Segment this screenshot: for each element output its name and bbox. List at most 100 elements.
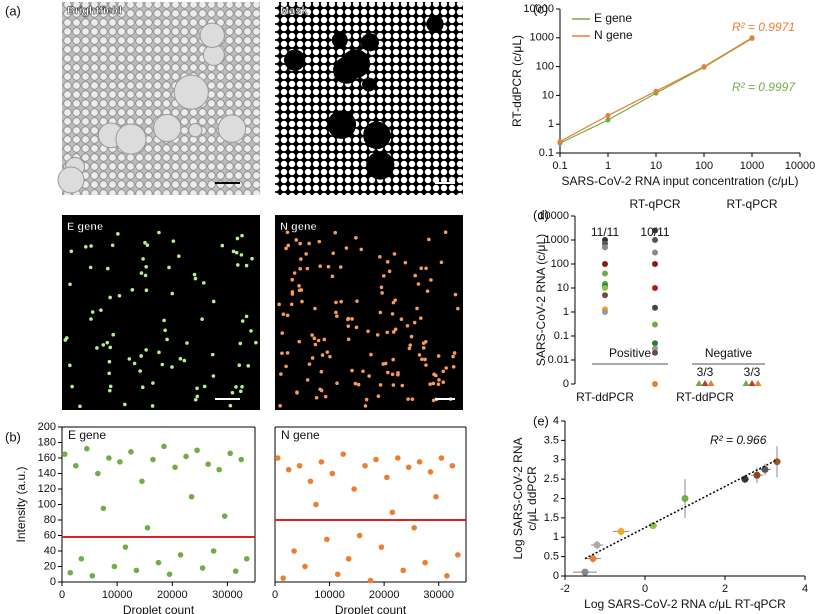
point xyxy=(205,461,211,468)
point xyxy=(749,35,755,41)
point xyxy=(761,465,769,473)
y-tick-label: 60 xyxy=(44,529,56,541)
droplet xyxy=(391,300,396,305)
droplet xyxy=(381,362,386,366)
y-tick-label: 3 xyxy=(553,454,559,466)
droplet xyxy=(391,383,396,387)
droplet xyxy=(310,333,314,337)
droplet xyxy=(236,263,240,267)
y-tick-label: 2.5 xyxy=(544,473,559,485)
point xyxy=(707,380,715,386)
droplet xyxy=(95,346,99,350)
droplet xyxy=(390,312,395,316)
fraction-label: 3/3 xyxy=(697,365,714,379)
droplet xyxy=(165,337,169,342)
droplet xyxy=(101,343,106,347)
droplet xyxy=(235,236,240,241)
droplet xyxy=(335,381,339,385)
droplet xyxy=(65,336,69,340)
droplet xyxy=(210,352,215,357)
droplet xyxy=(307,241,311,246)
point xyxy=(345,555,352,562)
droplet xyxy=(363,121,391,150)
droplet xyxy=(425,289,430,293)
droplet xyxy=(151,381,155,385)
point xyxy=(166,571,173,578)
point xyxy=(100,505,107,512)
y-tick-label: 10 xyxy=(557,282,569,294)
droplet xyxy=(105,266,110,271)
droplet xyxy=(409,334,414,339)
droplet xyxy=(387,269,392,274)
droplet xyxy=(415,306,419,311)
droplet xyxy=(132,361,137,366)
point xyxy=(84,445,90,452)
droplet xyxy=(144,348,148,352)
y-tick-label: 0.1 xyxy=(554,330,569,342)
droplet xyxy=(182,358,187,363)
point xyxy=(318,459,325,465)
droplet xyxy=(380,291,384,295)
y-axis-label: RT-ddPCR (c/μL) xyxy=(510,35,524,127)
point xyxy=(701,380,709,386)
droplet xyxy=(353,381,358,386)
droplet xyxy=(110,243,115,248)
droplet xyxy=(317,239,322,244)
x-tick-label: 0.1 xyxy=(552,160,567,172)
droplet xyxy=(310,356,315,360)
y-tick-label: 180 xyxy=(38,436,56,448)
droplet xyxy=(107,359,112,364)
droplet xyxy=(431,381,436,386)
droplet xyxy=(431,398,436,403)
droplet xyxy=(284,246,288,251)
droplet xyxy=(421,346,426,350)
droplet xyxy=(378,310,383,315)
droplet xyxy=(192,272,197,277)
fraction-label: 11/11 xyxy=(591,225,620,239)
droplet xyxy=(364,397,369,402)
y-tick-label: 100 xyxy=(551,258,569,270)
point xyxy=(438,455,445,461)
droplet xyxy=(439,260,444,265)
droplet xyxy=(444,366,448,370)
y-tick-label: 40 xyxy=(44,545,56,557)
droplet xyxy=(143,273,148,278)
point xyxy=(106,455,112,461)
x-tick-label: 10000 xyxy=(785,160,816,172)
droplet xyxy=(250,256,254,261)
point xyxy=(652,261,658,267)
droplet xyxy=(412,320,417,325)
droplet xyxy=(88,265,93,270)
droplet xyxy=(366,151,395,180)
droplet xyxy=(290,277,295,282)
y-axis-label: Intensity (a.u.) xyxy=(14,466,28,542)
y-tick-label: 1000 xyxy=(545,234,569,246)
droplet xyxy=(391,357,395,362)
point xyxy=(356,532,363,539)
droplet xyxy=(307,362,312,366)
droplet xyxy=(140,385,145,390)
droplet xyxy=(436,354,441,358)
droplet xyxy=(295,391,299,395)
x-tick-label: 100 xyxy=(695,160,713,172)
droplet xyxy=(240,233,244,238)
droplet xyxy=(299,257,303,261)
droplet xyxy=(297,284,301,288)
droplet xyxy=(83,245,88,249)
droplet xyxy=(127,357,132,361)
y-tick-label: 10000 xyxy=(523,3,554,15)
x-tick-label: 4 xyxy=(802,583,808,595)
droplet xyxy=(238,341,243,346)
droplet xyxy=(346,324,351,328)
point xyxy=(61,451,68,457)
droplet xyxy=(408,343,413,347)
droplet xyxy=(319,388,324,393)
droplet xyxy=(57,166,85,194)
point xyxy=(753,471,761,479)
droplet xyxy=(298,241,302,246)
droplet xyxy=(292,271,297,275)
droplet xyxy=(300,299,304,304)
droplet xyxy=(157,350,161,355)
point xyxy=(589,555,597,563)
droplet xyxy=(312,336,317,341)
